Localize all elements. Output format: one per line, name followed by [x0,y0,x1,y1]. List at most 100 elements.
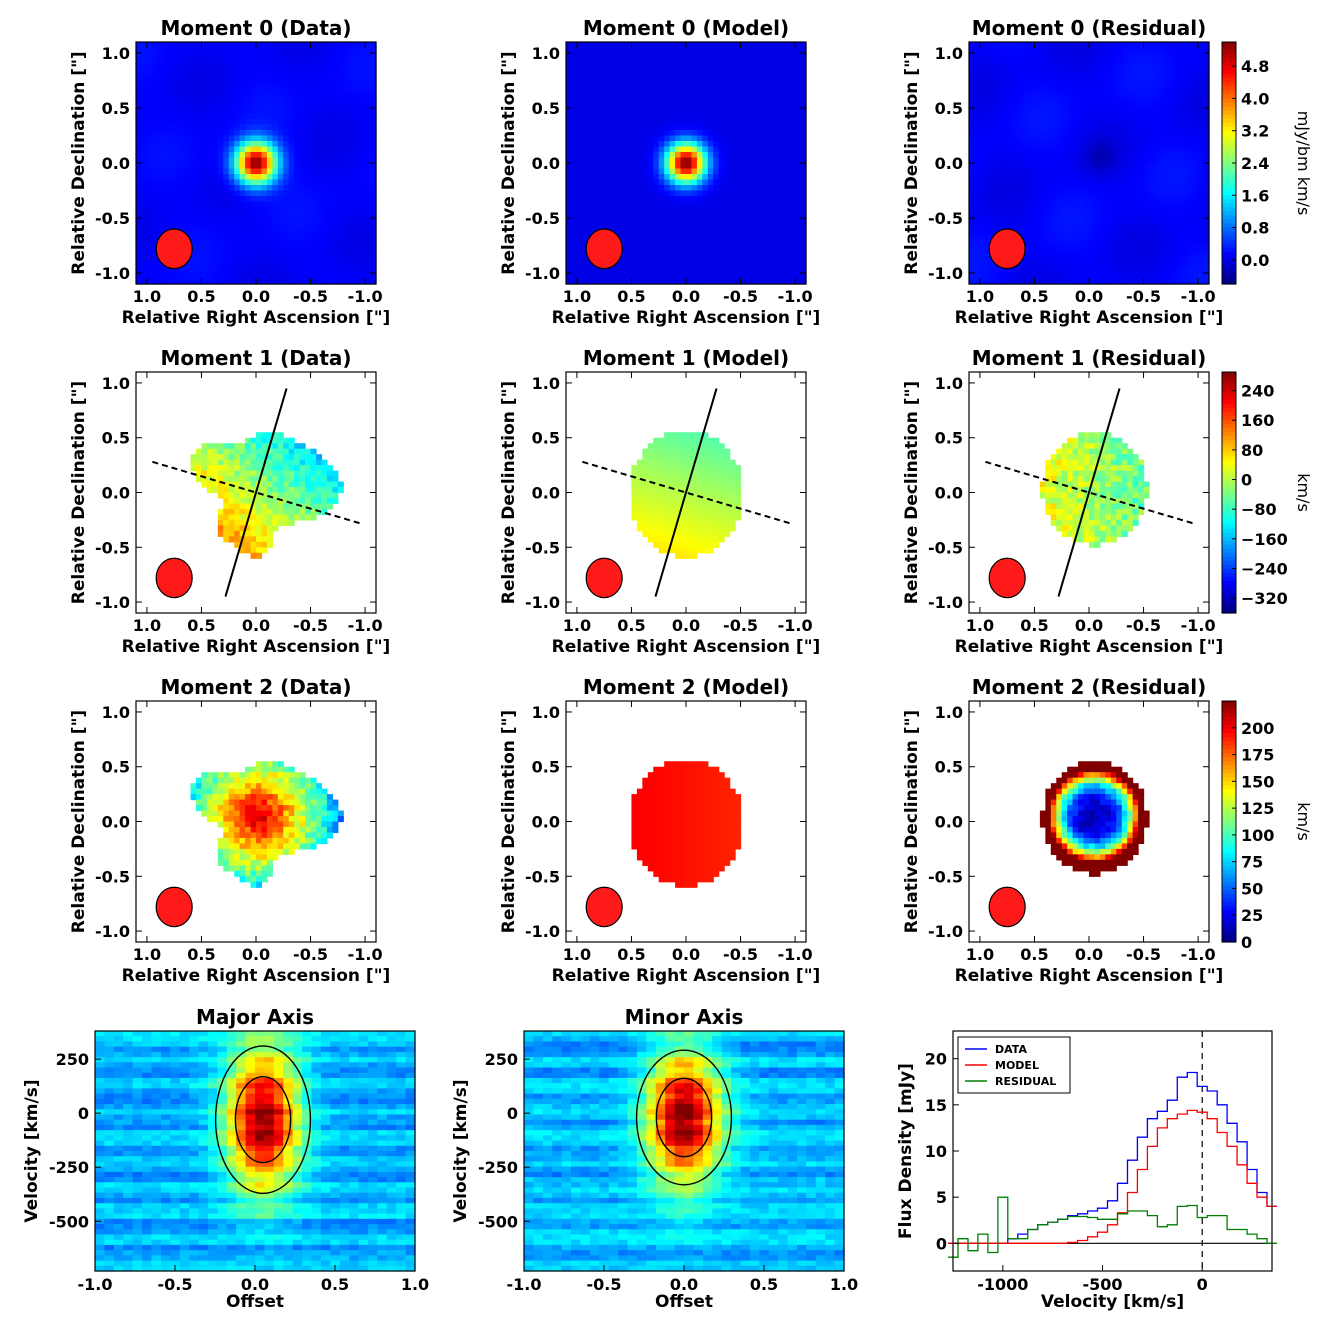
heatmap-cell [217,163,224,170]
heatmap-cell [615,75,622,82]
heatmap-cell [1116,168,1123,175]
heatmap-cell [1121,130,1128,137]
heatmap-cell [598,196,605,203]
heatmap-cell [974,108,981,115]
heatmap-cell [1078,135,1085,142]
heatmap-cell [713,163,720,170]
heatmap-cell [598,124,605,131]
heatmap-cell [686,267,693,274]
heatmap-cell [746,146,753,153]
heatmap-cell [1203,152,1210,159]
heatmap-cell [316,163,323,170]
heatmap-cell [696,251,703,258]
heatmap-cell [212,212,219,219]
heatmap-cell [795,91,802,98]
heatmap-cell [778,58,785,65]
heatmap-cell [272,97,279,104]
heatmap-cell [598,91,605,98]
heatmap-cell [1099,124,1106,131]
heatmap-cell [669,102,676,109]
heatmap-cell [168,42,175,49]
heatmap-cell [767,91,774,98]
heatmap-cell [566,75,573,82]
heatmap-cell [1203,97,1210,104]
heatmap-cell [647,196,654,203]
heatmap-cell [767,47,774,54]
heatmap-cell [1012,69,1019,76]
heatmap-cell [735,256,742,263]
heatmap-cell [223,163,230,170]
heatmap-cell [337,97,344,104]
heatmap-cell [675,278,682,285]
heatmap-cell [365,64,372,71]
heatmap-cell [615,262,622,269]
heatmap-cell [310,179,317,186]
heatmap-cell [168,157,175,164]
heatmap-cell [604,223,611,230]
heatmap-cell [179,273,186,280]
heatmap-cell [593,223,600,230]
heatmap-cell [1110,108,1117,115]
heatmap-cell [212,113,219,120]
heatmap-cell [1165,119,1172,126]
heatmap-cell [1143,163,1150,170]
heatmap-cell [223,278,230,285]
heatmap-cell [609,108,616,115]
heatmap-cell [337,75,344,82]
heatmap-cell [756,256,763,263]
heatmap-cell [620,201,627,208]
heatmap-cell [157,163,164,170]
heatmap-cell [316,113,323,120]
heatmap-cell [969,146,976,153]
heatmap-cell [1067,75,1074,82]
heatmap-cell [778,201,785,208]
heatmap-cell [718,234,725,241]
heatmap-cell [675,91,682,98]
heatmap-cell [141,75,148,82]
heatmap-cell [636,190,643,197]
heatmap-cell [1050,75,1057,82]
heatmap-cell [206,75,213,82]
heatmap-cell [1034,75,1041,82]
heatmap-cell [1072,91,1079,98]
heatmap-cell [571,108,578,115]
heatmap-cell [587,119,594,126]
heatmap-cell [707,119,714,126]
heatmap-cell [212,163,219,170]
heatmap-cell [305,75,312,82]
heatmap-cell [272,152,279,159]
heatmap-cell [316,240,323,247]
heatmap-cell [1132,108,1139,115]
heatmap-cell [571,119,578,126]
heatmap-cell [636,69,643,76]
heatmap-cell [239,135,246,142]
heatmap-cell [756,152,763,159]
heatmap-cell [593,108,600,115]
heatmap-cell [996,42,1003,49]
heatmap-cell [778,245,785,252]
heatmap-cell [1072,108,1079,115]
heatmap-cell [1099,108,1106,115]
heatmap-cell [979,80,986,87]
heatmap-cell [190,135,197,142]
heatmap-cell [626,157,633,164]
heatmap-cell [234,267,241,274]
heatmap-cell [266,47,273,54]
heatmap-cell [626,91,633,98]
heatmap-cell [751,196,758,203]
heatmap-cell [283,262,290,269]
heatmap-cell [1192,152,1199,159]
heatmap-cell [1105,80,1112,87]
heatmap-cell [576,146,583,153]
heatmap-cell [1072,53,1079,60]
heatmap-cell [168,146,175,153]
heatmap-cell [696,218,703,225]
heatmap-cell [647,229,654,236]
heatmap-cell [675,124,682,131]
heatmap-cell [686,119,693,126]
heatmap-cell [250,174,257,181]
heatmap-cell [1143,146,1150,153]
heatmap-cell [702,234,709,241]
heatmap-cell [789,174,796,181]
heatmap-cell [348,256,355,263]
